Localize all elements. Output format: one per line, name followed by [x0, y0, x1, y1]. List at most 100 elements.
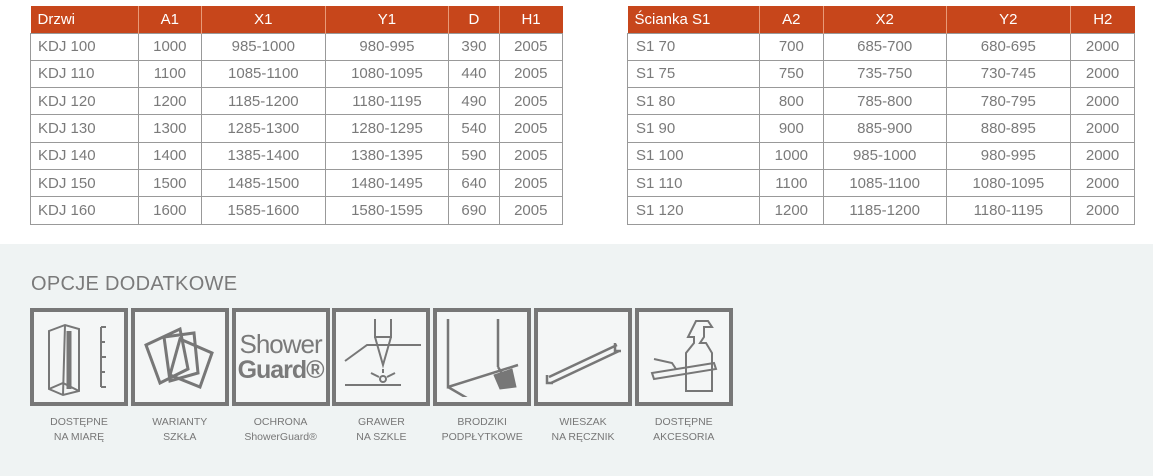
table-row: S1 120 1200 1185-1200 1180-1195 2000: [627, 196, 1135, 225]
table-row: S1 75 750 735-750 730-745 2000: [627, 59, 1135, 89]
option-label-line: NA MIARĘ: [53, 431, 105, 443]
table-cell: 1500: [137, 168, 203, 198]
table-cell: 2005: [498, 114, 564, 143]
table-cell: 2000: [1070, 114, 1135, 143]
option-label: WIESZAK NA RĘCZNIK: [534, 415, 632, 445]
table-cell: 985-1000: [201, 32, 326, 61]
table-cell: 750: [758, 59, 824, 89]
table-cell: 1585-1600: [201, 196, 326, 225]
column-header: X2: [822, 6, 947, 33]
option-tiled-tray: BRODZIKI PODPŁYTKOWE: [433, 308, 532, 445]
table-cell: 1600: [137, 196, 203, 225]
table-cell: 540: [448, 114, 500, 143]
column-header: A2: [758, 6, 824, 33]
table-cell: 735-750: [822, 59, 947, 89]
table-row: S1 80 800 785-800 780-795 2000: [627, 87, 1135, 116]
table-cell: 2000: [1070, 196, 1135, 225]
option-label: BRODZIKI PODPŁYTKOWE: [433, 415, 531, 445]
table-cell: S1 100: [627, 141, 760, 170]
table-row: KDJ 150 1500 1485-1500 1480-1495 640 2005: [30, 168, 564, 198]
table-cell: S1 110: [627, 168, 760, 198]
option-label-line: OCHRONA: [253, 416, 308, 428]
showerguard-logo-icon: Shower Guard®: [231, 308, 330, 406]
table-cell: 640: [448, 168, 500, 198]
table-cell: 2000: [1070, 141, 1135, 170]
option-towel-rail: WIESZAK NA RĘCZNIK: [534, 308, 632, 445]
table-row: S1 70 700 685-700 680-695 2000: [627, 32, 1135, 61]
option-label-line: DOSTĘPNE: [654, 416, 713, 428]
option-label: DOSTĘPNE NA MIARĘ: [30, 415, 128, 445]
table-cell: KDJ 160: [30, 196, 139, 225]
option-label-line: WARIANTY: [152, 416, 208, 428]
option-label-line: AKCESORIA: [653, 431, 715, 443]
table-cell: 800: [758, 87, 824, 116]
table-cell: 590: [448, 141, 500, 170]
table-cell: KDJ 120: [30, 87, 139, 116]
table-cell: 1280-1295: [324, 114, 450, 143]
table-cell: 1180-1195: [324, 87, 450, 116]
table-cell: 1400: [137, 141, 203, 170]
table-cell: KDJ 140: [30, 141, 139, 170]
wall-dimensions-table: Ścianka S1 A2 X2 Y2 H2 S1 70 700 685-700 680-695…: [627, 6, 1135, 225]
table-cell: 985-1000: [822, 141, 947, 170]
table-cell: 1580-1595: [324, 196, 450, 225]
table-cell: KDJ 110: [30, 59, 139, 89]
table-cell: 2000: [1070, 168, 1135, 198]
option-accessories: DOSTĘPNE AKCESORIA: [634, 308, 733, 445]
option-label-line: GRAWER: [357, 416, 405, 428]
table-cell: 1080-1095: [945, 168, 1072, 198]
table-cell: 1200: [758, 196, 824, 225]
doors-dimensions-table: Drzwi A1 X1 Y1 D H1 KDJ 100 1000 985-1000 980-995…: [30, 6, 564, 225]
table-cell: 785-800: [822, 87, 947, 116]
option-label: WARIANTY SZKŁA: [131, 415, 229, 445]
table-cell: S1 120: [627, 196, 760, 225]
table-cell: 1285-1300: [201, 114, 326, 143]
table-cell: 2005: [498, 87, 564, 116]
option-label-line: WIESZAK: [559, 416, 607, 428]
table-cell: 2000: [1070, 59, 1135, 89]
table-cell: 1080-1095: [324, 59, 450, 89]
option-glass-variants: WARIANTY SZKŁA: [130, 308, 229, 445]
option-showerguard-logo: Shower Guard® OCHRONA ShowerGuard®: [231, 308, 330, 445]
table-cell: S1 70: [627, 32, 760, 61]
table-cell: 1100: [758, 168, 824, 198]
column-header: H2: [1070, 6, 1135, 33]
table-cell: 2005: [498, 59, 564, 89]
table-cell: 1385-1400: [201, 141, 326, 170]
table-cell: 490: [448, 87, 500, 116]
table-cell: 685-700: [822, 32, 947, 61]
table-row: KDJ 140 1400 1385-1400 1380-1395 590 2005: [30, 141, 564, 170]
option-label: DOSTĘPNE AKCESORIA: [635, 415, 733, 445]
option-label-line: NA RĘCZNIK: [551, 431, 615, 443]
glass-variants-icon: [130, 308, 229, 406]
table-cell: 1185-1200: [822, 196, 947, 225]
table-cell: 1085-1100: [201, 59, 326, 89]
option-label-line: NA SZKLE: [356, 431, 407, 443]
column-header: D: [448, 6, 500, 33]
option-label-line: BRODZIKI: [457, 416, 507, 428]
table-cell: KDJ 100: [30, 32, 139, 61]
table-cell: 2000: [1070, 87, 1135, 116]
table-row: S1 110 1100 1085-1100 1080-1095 2000: [627, 168, 1135, 198]
table-cell: 1485-1500: [201, 168, 326, 198]
table-cell: 900: [758, 114, 824, 143]
table-row: KDJ 110 1100 1085-1100 1080-1095 440 2005: [30, 59, 564, 89]
table-cell: 1185-1200: [201, 87, 326, 116]
table-cell: 885-900: [822, 114, 947, 143]
option-label: OCHRONA ShowerGuard®: [232, 415, 330, 445]
table-cell: 690: [448, 196, 500, 225]
table-cell: S1 90: [627, 114, 760, 143]
custom-size-icon: [30, 308, 128, 406]
table-cell: 980-995: [324, 32, 450, 61]
table-row: KDJ 130 1300 1285-1300 1280-1295 540 2005: [30, 114, 564, 143]
table-cell: 1100: [137, 59, 203, 89]
table-cell: S1 80: [627, 87, 760, 116]
additional-options-section: OPCJE DODATKOWE DOSTĘPNE NA MIARĘ WARIANTY…: [0, 244, 1153, 476]
table-cell: 440: [448, 59, 500, 89]
table-row: S1 100 1000 985-1000 980-995 2000: [627, 141, 1135, 170]
table-cell: 2005: [498, 32, 564, 61]
table-cell: KDJ 130: [30, 114, 139, 143]
option-label-line: PODPŁYTKOWE: [441, 431, 523, 443]
table-cell: 880-895: [945, 114, 1072, 143]
table-row: KDJ 160 1600 1585-1600 1580-1595 690 2005: [30, 196, 564, 225]
